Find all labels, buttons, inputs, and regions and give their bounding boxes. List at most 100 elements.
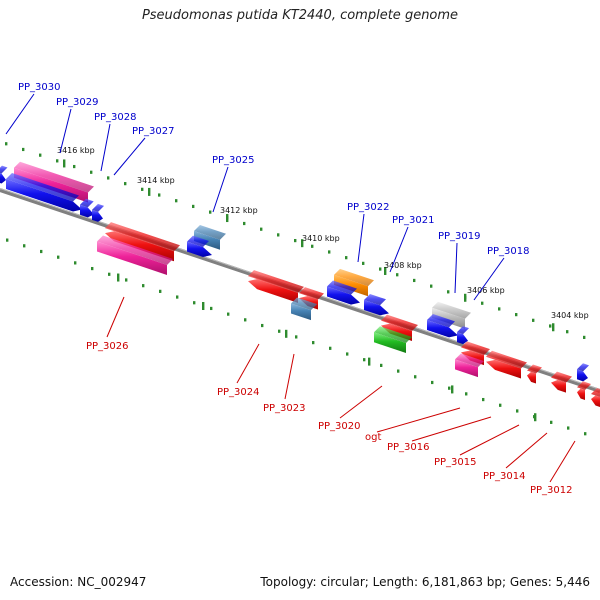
gene-PP_3015-feature bbox=[486, 350, 527, 379]
guide-dot bbox=[498, 307, 501, 311]
guide-dot bbox=[465, 392, 468, 396]
gene-label-upper: PP_3030 bbox=[18, 82, 61, 93]
guide-dot bbox=[108, 272, 111, 276]
scale-tick-mark bbox=[285, 329, 288, 338]
scale-tick-label: 3410 kbp bbox=[302, 234, 340, 243]
gene-PP_3025b-feature bbox=[187, 235, 212, 258]
label-leader-line bbox=[59, 108, 72, 154]
gene-PP_3014b-feature bbox=[551, 371, 572, 393]
guide-dot bbox=[141, 187, 144, 191]
label-leader-line bbox=[459, 424, 520, 456]
guide-dot bbox=[414, 375, 417, 379]
guide-dot bbox=[431, 380, 434, 385]
guide-dot bbox=[209, 210, 212, 214]
scale-tick-mark bbox=[202, 302, 205, 311]
gene-label-upper: PP_3028 bbox=[94, 112, 137, 123]
guide-dot bbox=[90, 170, 93, 174]
gene-PP_3027-feature bbox=[92, 203, 105, 222]
guide-dot bbox=[430, 284, 433, 288]
scale-tick-mark bbox=[148, 187, 151, 196]
scale-tick-mark bbox=[63, 159, 66, 168]
guide-dot bbox=[261, 323, 264, 328]
gene-PP_3024-feature bbox=[248, 270, 304, 303]
gene-PP_3018b-feature bbox=[457, 326, 470, 345]
guide-dot bbox=[311, 244, 314, 248]
gene-labels: PP_3030 PP_3029 PP_3028 PP_3027 PP_3025 PP_30… bbox=[5, 82, 576, 496]
scale-tick-label: 3416 kbp bbox=[57, 146, 95, 155]
label-leader-line bbox=[113, 137, 146, 176]
guide-dot bbox=[362, 261, 365, 265]
guide-dot bbox=[482, 397, 485, 402]
gene-label-lower: PP_3020 bbox=[318, 421, 361, 432]
guide-dot bbox=[346, 352, 349, 356]
guide-dot bbox=[294, 238, 297, 243]
guide-dot bbox=[481, 301, 484, 305]
guide-dot bbox=[22, 147, 25, 152]
gene-PP_3026b-feature bbox=[97, 235, 173, 275]
guide-dot bbox=[175, 199, 178, 203]
scale-ticks: 3416 kbp 3414 kbp 3412 kbp 3410 kbp 3408 kbp… bbox=[57, 146, 589, 422]
gene-label-lower: ogt bbox=[365, 432, 381, 443]
guide-dot bbox=[142, 284, 145, 288]
guide-dot bbox=[227, 312, 230, 316]
gene-label-upper: PP_3025 bbox=[212, 155, 255, 166]
gene-label-lower: PP_3024 bbox=[217, 387, 260, 398]
guide-dot bbox=[158, 193, 161, 197]
gene-right-edge-feature bbox=[577, 363, 590, 382]
scale-tick-mark bbox=[464, 293, 467, 302]
guide-dot bbox=[447, 290, 450, 294]
label-leader-line bbox=[5, 93, 35, 135]
topology-text: Topology: circular; Length: 6,181,863 bp… bbox=[260, 575, 590, 589]
gene-PP_3028-feature bbox=[80, 198, 94, 218]
scale-tick-label: 3414 kbp bbox=[137, 176, 175, 185]
gene-PP_3019-feature bbox=[432, 301, 471, 329]
guide-dot bbox=[295, 335, 298, 339]
guide-dot bbox=[244, 318, 247, 322]
guide-dot bbox=[499, 403, 502, 407]
guide-dot bbox=[566, 330, 569, 334]
guide-dot bbox=[159, 289, 162, 293]
label-leader-line bbox=[411, 416, 492, 442]
guide-dot bbox=[397, 369, 400, 373]
guide-dot bbox=[91, 266, 94, 271]
guide-dot bbox=[23, 244, 26, 248]
accession-text: Accession: NC_002947 bbox=[10, 575, 147, 589]
label-leader-line bbox=[284, 353, 295, 400]
guide-dot bbox=[550, 420, 553, 424]
scale-tick-label: 3406 kbp bbox=[467, 286, 505, 295]
label-leader-line bbox=[454, 242, 458, 294]
guide-dot bbox=[567, 426, 570, 430]
guide-dot bbox=[210, 306, 213, 311]
scale-tick-mark bbox=[451, 385, 454, 394]
gene-ogt-feature bbox=[374, 326, 412, 354]
label-leader-line bbox=[339, 385, 383, 419]
gene-PP_3016b-feature bbox=[455, 353, 484, 378]
scale-tick-mark bbox=[368, 357, 371, 366]
guide-dot bbox=[380, 363, 383, 367]
gene-label-upper: PP_3022 bbox=[347, 202, 390, 213]
guide-dot bbox=[193, 301, 196, 305]
label-leader-line bbox=[505, 432, 548, 469]
label-leader-line bbox=[100, 123, 111, 172]
scale-tick-mark bbox=[552, 323, 555, 332]
gene-label-lower: PP_3026 bbox=[86, 341, 129, 352]
guide-dot bbox=[396, 273, 399, 277]
scale-tick-mark bbox=[226, 214, 229, 223]
label-leader-line bbox=[357, 213, 365, 263]
scale-tick-mark bbox=[534, 413, 537, 422]
guide-dot bbox=[312, 341, 315, 345]
guide-dot bbox=[243, 221, 246, 226]
gene-PP_3012-feature bbox=[577, 381, 591, 400]
guide-dot bbox=[124, 182, 127, 186]
gene-PP_3022-feature bbox=[334, 268, 374, 297]
gene-label-lower: PP_3016 bbox=[387, 442, 430, 453]
guide-dot bbox=[515, 313, 518, 317]
gene-PP_3021-feature bbox=[327, 280, 360, 305]
scale-tick-label: 3408 kbp bbox=[384, 261, 422, 270]
guide-dot bbox=[532, 318, 535, 322]
guide-dot bbox=[260, 227, 263, 231]
gene-PP_3014-feature bbox=[527, 364, 542, 384]
gene-label-upper: PP_3018 bbox=[487, 246, 530, 257]
scale-tick-mark bbox=[301, 239, 304, 248]
